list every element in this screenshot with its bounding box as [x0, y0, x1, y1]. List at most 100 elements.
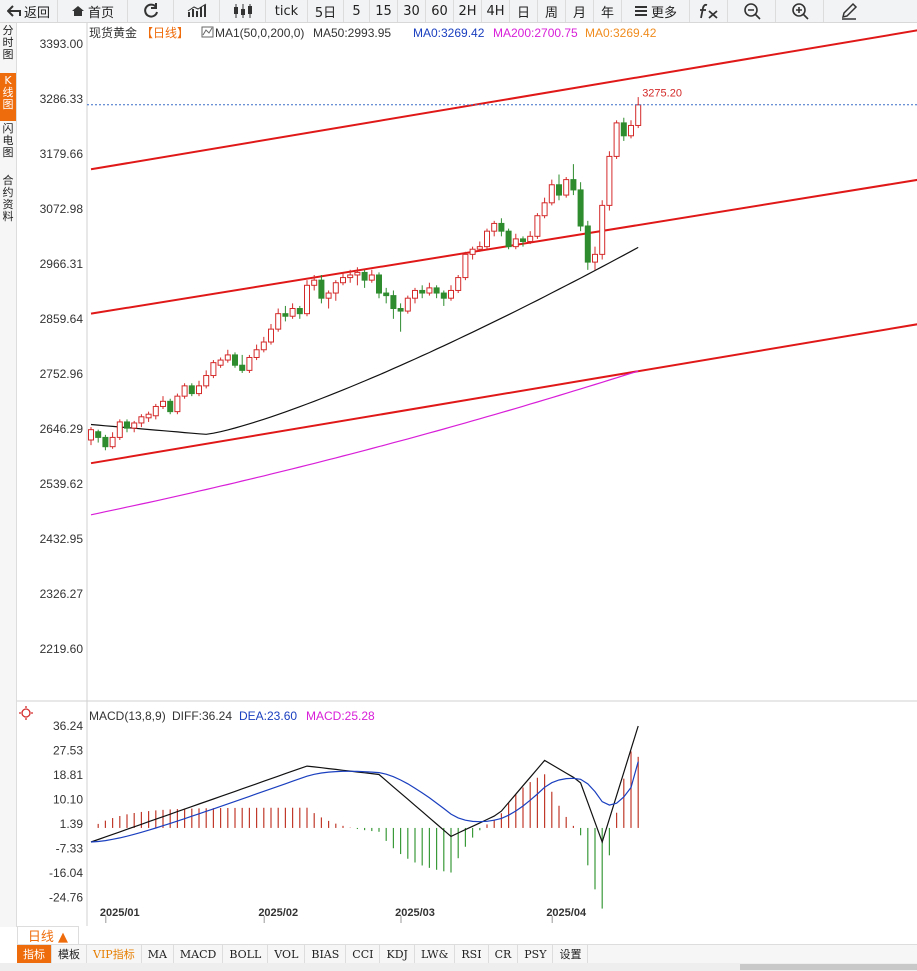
- home-icon: [71, 6, 84, 16]
- tab-contract-info[interactable]: 合约资料: [2, 174, 14, 223]
- period-4h[interactable]: 4H: [482, 0, 510, 22]
- macd-tick-label: -24.76: [49, 891, 83, 905]
- candle: [296, 305, 303, 319]
- indicator-macd[interactable]: MACD: [174, 945, 224, 963]
- macd-dif-line: [90, 725, 639, 844]
- legend-instrument: 现货黄金: [89, 25, 137, 40]
- candle: [433, 285, 440, 299]
- macd-lines: [90, 725, 639, 844]
- zoom-out-icon: [743, 3, 761, 20]
- candle: [412, 287, 418, 304]
- macd-settings-icon[interactable]: [19, 706, 33, 720]
- chart-type-button[interactable]: [174, 0, 220, 22]
- price-tick-label: 3286.33: [40, 92, 84, 106]
- chart-background: [17, 23, 917, 926]
- candle: [318, 274, 325, 304]
- candle: [548, 179, 555, 206]
- indicator-ma[interactable]: MA: [142, 945, 174, 963]
- period-5day[interactable]: 5日: [308, 0, 344, 22]
- candle: [570, 164, 577, 196]
- price-tick-label: 3072.98: [40, 202, 84, 216]
- price-tick-label: 2539.62: [40, 477, 84, 491]
- indicator-cci[interactable]: CCI: [346, 945, 381, 963]
- refresh-button[interactable]: [128, 0, 174, 22]
- indicator-tab-template[interactable]: 模板: [52, 945, 87, 963]
- indicator-vol[interactable]: VOL: [268, 945, 306, 963]
- kline-style-button[interactable]: [220, 0, 266, 22]
- candle: [102, 434, 109, 451]
- candle: [390, 290, 397, 319]
- date-label: 2025/03: [395, 907, 435, 919]
- home-label: 首页: [87, 5, 114, 21]
- indicator-bias[interactable]: BIAS: [305, 945, 347, 963]
- period-month[interactable]: 月: [566, 0, 594, 22]
- indicator-rsi[interactable]: RSI: [455, 945, 489, 963]
- period-selector[interactable]: 日线 ▲: [17, 926, 79, 945]
- candle: [520, 236, 526, 247]
- function-fx-icon: [699, 3, 718, 19]
- kline-chart[interactable]: 现货黄金 【日线】 MA1(50,0,200,0) MA50:2993.95 M…: [17, 23, 917, 926]
- candle: [282, 305, 289, 322]
- macd-tick-label: 1.39: [60, 817, 84, 831]
- candle: [340, 272, 346, 286]
- ma-settings-icon[interactable]: [201, 26, 214, 38]
- indicator-tab-indicator[interactable]: 指标: [17, 945, 52, 963]
- candle: [599, 200, 606, 260]
- candle: [469, 246, 476, 260]
- indicator-kdj[interactable]: KDJ: [380, 945, 415, 963]
- home-button[interactable]: 首页: [58, 0, 128, 22]
- legend-ma-params: MA1(50,0,200,0): [215, 26, 304, 40]
- period-30min[interactable]: 30: [398, 0, 426, 22]
- candle: [620, 117, 627, 141]
- indicator-settings[interactable]: 设置: [553, 945, 589, 963]
- period-60min[interactable]: 60: [426, 0, 454, 22]
- tab-timeshare[interactable]: 分时图: [2, 24, 14, 61]
- zoom-in-button[interactable]: [776, 0, 824, 22]
- formula-button[interactable]: [690, 0, 728, 22]
- candle: [512, 233, 519, 250]
- zoom-out-button[interactable]: [728, 0, 776, 22]
- scrollbar-thumb[interactable]: [740, 964, 917, 970]
- indicator-cr[interactable]: CR: [489, 945, 519, 963]
- candle: [188, 383, 195, 397]
- candle: [592, 246, 598, 270]
- candle: [628, 120, 634, 139]
- indicator-psy[interactable]: PSY: [518, 945, 554, 963]
- tab-lightning[interactable]: 闪电图: [2, 122, 14, 159]
- candle: [160, 396, 166, 410]
- macd-axis: 36.24 27.53 18.81 10.10 1.39 -7.33 -16.04 -24.7…: [49, 719, 83, 905]
- period-tick[interactable]: tick: [266, 0, 308, 22]
- candle: [613, 120, 620, 159]
- candle: [584, 220, 591, 270]
- candle: [152, 403, 159, 420]
- period-day[interactable]: 日: [510, 0, 538, 22]
- period-5min[interactable]: 5: [344, 0, 370, 22]
- candle: [491, 220, 498, 237]
- period-week[interactable]: 周: [538, 0, 566, 22]
- trend-line: [90, 178, 917, 315]
- more-button[interactable]: 更多: [622, 0, 690, 22]
- tab-kline[interactable]: K线图: [0, 73, 16, 121]
- candle: [167, 398, 174, 415]
- indicator-tab-vip[interactable]: VIP指标: [87, 945, 142, 963]
- indicator-lw[interactable]: LW&: [415, 945, 456, 963]
- date-label: 2025/04: [546, 907, 587, 919]
- period-15min[interactable]: 15: [370, 0, 398, 22]
- candle: [109, 432, 116, 449]
- period-2h[interactable]: 2H: [454, 0, 482, 22]
- draw-button[interactable]: [824, 0, 874, 22]
- macd-tick-label: 18.81: [53, 768, 83, 782]
- candle: [253, 344, 260, 361]
- price-tick-label: 2752.96: [40, 367, 84, 381]
- candle: [124, 419, 130, 433]
- macd-tick-label: 27.53: [53, 744, 83, 758]
- price-tick-label: 3179.66: [40, 147, 84, 161]
- period-year[interactable]: 年: [594, 0, 622, 22]
- horizontal-scrollbar[interactable]: [0, 963, 917, 971]
- indicator-boll[interactable]: BOLL: [223, 945, 269, 963]
- candle: [325, 290, 332, 309]
- last-price-label: 3275.20: [642, 88, 682, 100]
- candle: [462, 251, 469, 281]
- back-button[interactable]: 返回: [0, 0, 58, 22]
- candle: [268, 323, 274, 345]
